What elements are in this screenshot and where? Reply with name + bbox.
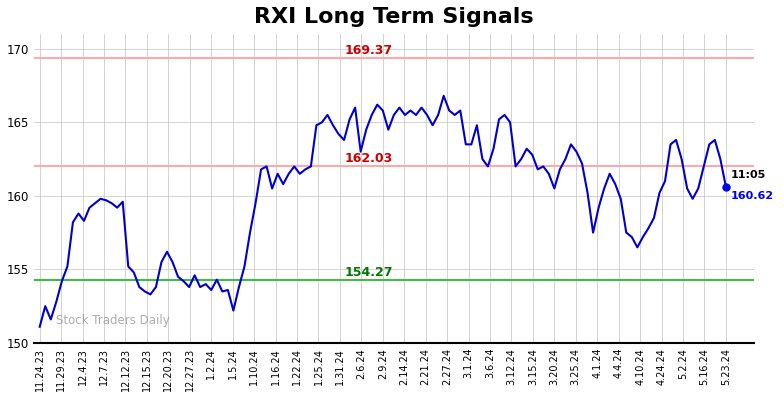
Text: Stock Traders Daily: Stock Traders Daily bbox=[56, 314, 169, 328]
Text: 160.62: 160.62 bbox=[731, 191, 774, 201]
Text: 169.37: 169.37 bbox=[344, 44, 392, 57]
Title: RXI Long Term Signals: RXI Long Term Signals bbox=[254, 7, 534, 27]
Text: 154.27: 154.27 bbox=[344, 266, 393, 279]
Text: 162.03: 162.03 bbox=[344, 152, 392, 165]
Text: 11:05: 11:05 bbox=[731, 170, 765, 180]
